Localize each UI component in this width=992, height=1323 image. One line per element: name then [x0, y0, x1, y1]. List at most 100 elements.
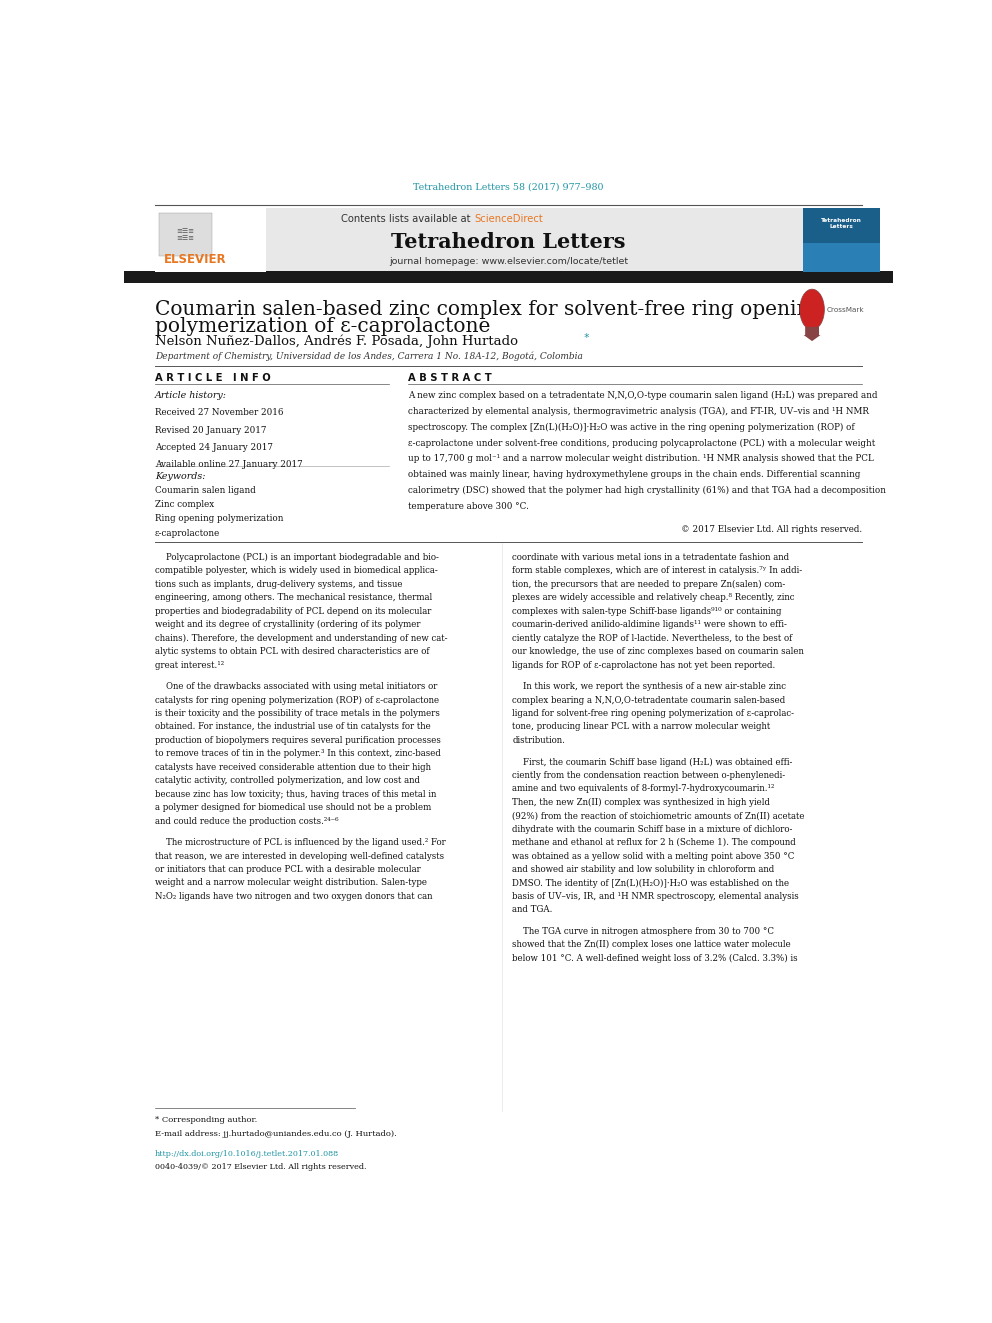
Text: is their toxicity and the possibility of trace metals in the polymers: is their toxicity and the possibility of… [155, 709, 439, 718]
Text: characterized by elemental analysis, thermogravimetric analysis (TGA), and FT-IR: characterized by elemental analysis, the… [409, 406, 869, 415]
FancyBboxPatch shape [803, 208, 880, 271]
Text: a polymer designed for biomedical use should not be a problem: a polymer designed for biomedical use sh… [155, 803, 431, 812]
Text: Tetrahedron Letters: Tetrahedron Letters [391, 232, 626, 253]
Text: and could reduce the production costs.²⁴⁻⁶: and could reduce the production costs.²⁴… [155, 816, 338, 826]
Text: Available online 27 January 2017: Available online 27 January 2017 [155, 460, 303, 470]
Text: catalysts have received considerable attention due to their high: catalysts have received considerable att… [155, 763, 431, 771]
Text: weight and its degree of crystallinity (ordering of its polymer: weight and its degree of crystallinity (… [155, 620, 421, 630]
FancyBboxPatch shape [159, 213, 212, 255]
Text: great interest.¹²: great interest.¹² [155, 660, 224, 669]
Text: Coumarin salen-based zinc complex for solvent-free ring opening: Coumarin salen-based zinc complex for so… [155, 300, 822, 319]
Text: obtained. For instance, the industrial use of tin catalysts for the: obtained. For instance, the industrial u… [155, 722, 431, 732]
Text: N₂O₂ ligands have two nitrogen and two oxygen donors that can: N₂O₂ ligands have two nitrogen and two o… [155, 892, 433, 901]
Text: ligand for solvent-free ring opening polymerization of ε-caprolac-: ligand for solvent-free ring opening pol… [512, 709, 795, 718]
Text: polymerization of ε-caprolactone: polymerization of ε-caprolactone [155, 316, 490, 336]
Text: engineering, among others. The mechanical resistance, thermal: engineering, among others. The mechanica… [155, 593, 432, 602]
Text: * Corresponding author.: * Corresponding author. [155, 1117, 257, 1125]
Text: complex bearing a N,N,O,O-tetradentate coumarin salen-based: complex bearing a N,N,O,O-tetradentate c… [512, 696, 786, 705]
Text: Tetrahedron Letters 58 (2017) 977–980: Tetrahedron Letters 58 (2017) 977–980 [413, 183, 604, 192]
Text: Revised 20 January 2017: Revised 20 January 2017 [155, 426, 266, 435]
Text: was obtained as a yellow solid with a melting point above 350 °C: was obtained as a yellow solid with a me… [512, 852, 795, 860]
Text: catalytic activity, controlled polymerization, and low cost and: catalytic activity, controlled polymeriz… [155, 777, 420, 786]
Text: A B S T R A C T: A B S T R A C T [409, 373, 492, 382]
Text: Article history:: Article history: [155, 392, 227, 400]
Text: Keywords:: Keywords: [155, 471, 205, 480]
Text: properties and biodegradability of PCL depend on its molecular: properties and biodegradability of PCL d… [155, 607, 432, 615]
Text: because zinc has low toxicity; thus, having traces of this metal in: because zinc has low toxicity; thus, hav… [155, 790, 436, 799]
Text: ELSEVIER: ELSEVIER [164, 253, 226, 266]
Text: E-mail address: jj.hurtado@uniandes.edu.co (J. Hurtado).: E-mail address: jj.hurtado@uniandes.edu.… [155, 1130, 397, 1138]
Text: © 2017 Elsevier Ltd. All rights reserved.: © 2017 Elsevier Ltd. All rights reserved… [681, 525, 862, 534]
Text: Tetrahedron
Letters: Tetrahedron Letters [820, 218, 862, 229]
Text: DMSO. The identity of [Zn(L)(H₂O)]·H₂O was established on the: DMSO. The identity of [Zn(L)(H₂O)]·H₂O w… [512, 878, 790, 888]
FancyBboxPatch shape [124, 271, 893, 283]
FancyBboxPatch shape [155, 208, 266, 271]
Text: Coumarin salen ligand: Coumarin salen ligand [155, 486, 256, 495]
Text: ScienceDirect: ScienceDirect [474, 214, 544, 224]
Text: obtained was mainly linear, having hydroxymethylene groups in the chain ends. Di: obtained was mainly linear, having hydro… [409, 470, 861, 479]
FancyBboxPatch shape [155, 208, 803, 271]
Text: http://dx.doi.org/10.1016/j.tetlet.2017.01.088: http://dx.doi.org/10.1016/j.tetlet.2017.… [155, 1150, 339, 1158]
Text: The TGA curve in nitrogen atmosphere from 30 to 700 °C: The TGA curve in nitrogen atmosphere fro… [512, 927, 774, 935]
Text: plexes are widely accessible and relatively cheap.⁸ Recently, zinc: plexes are widely accessible and relativ… [512, 593, 795, 602]
Text: weight and a narrow molecular weight distribution. Salen-type: weight and a narrow molecular weight dis… [155, 878, 427, 888]
Text: spectroscopy. The complex [Zn(L)(H₂O)]·H₂O was active in the ring opening polyme: spectroscopy. The complex [Zn(L)(H₂O)]·H… [409, 422, 855, 431]
Text: chains). Therefore, the development and understanding of new cat-: chains). Therefore, the development and … [155, 634, 447, 643]
Text: complexes with salen-type Schiff-base ligands⁹¹⁰ or containing: complexes with salen-type Schiff-base li… [512, 607, 782, 615]
Text: coumarin-derived anilido-aldimine ligands¹¹ were shown to effi-: coumarin-derived anilido-aldimine ligand… [512, 620, 787, 630]
Text: 0040-4039/© 2017 Elsevier Ltd. All rights reserved.: 0040-4039/© 2017 Elsevier Ltd. All right… [155, 1163, 366, 1171]
Text: journal homepage: www.elsevier.com/locate/tetlet: journal homepage: www.elsevier.com/locat… [389, 257, 628, 266]
Text: that reason, we are interested in developing well-defined catalysts: that reason, we are interested in develo… [155, 852, 443, 860]
Text: In this work, we report the synthesis of a new air-stable zinc: In this work, we report the synthesis of… [512, 683, 787, 691]
Text: methane and ethanol at reflux for 2 h (Scheme 1). The compound: methane and ethanol at reflux for 2 h (S… [512, 837, 796, 847]
Text: A R T I C L E   I N F O: A R T I C L E I N F O [155, 373, 271, 382]
Text: distribution.: distribution. [512, 736, 565, 745]
Text: dihydrate with the coumarin Schiff base in a mixture of dichloro-: dihydrate with the coumarin Schiff base … [512, 824, 793, 833]
Text: showed that the Zn(II) complex loses one lattice water molecule: showed that the Zn(II) complex loses one… [512, 941, 791, 950]
Text: ε-caprolactone: ε-caprolactone [155, 529, 220, 537]
FancyBboxPatch shape [803, 243, 880, 271]
Text: CrossMark: CrossMark [826, 307, 864, 312]
Text: calorimetry (DSC) showed that the polymer had high crystallinity (61%) and that : calorimetry (DSC) showed that the polyme… [409, 486, 887, 495]
Text: ≡☰≡
≡☰≡: ≡☰≡ ≡☰≡ [177, 228, 194, 241]
Text: Zinc complex: Zinc complex [155, 500, 214, 509]
Text: Contents lists available at: Contents lists available at [341, 214, 474, 224]
Text: ciently catalyze the ROP of l-lactide. Nevertheless, to the best of: ciently catalyze the ROP of l-lactide. N… [512, 634, 793, 643]
Text: amine and two equivalents of 8-formyl-7-hydroxycoumarin.¹²: amine and two equivalents of 8-formyl-7-… [512, 785, 775, 794]
Text: Department of Chemistry, Universidad de los Andes, Carrera 1 No. 18A-12, Bogotá,: Department of Chemistry, Universidad de … [155, 352, 582, 361]
Text: basis of UV–vis, IR, and ¹H NMR spectroscopy, elemental analysis: basis of UV–vis, IR, and ¹H NMR spectros… [512, 892, 799, 901]
Text: A new zinc complex based on a tetradentate N,N,O,O-type coumarin salen ligand (H: A new zinc complex based on a tetradenta… [409, 392, 878, 400]
Text: compatible polyester, which is widely used in biomedical applica-: compatible polyester, which is widely us… [155, 566, 437, 576]
Text: ciently from the condensation reaction between o-phenylenedi-: ciently from the condensation reaction b… [512, 771, 786, 779]
Text: Received 27 November 2016: Received 27 November 2016 [155, 409, 284, 417]
Text: ε-caprolactone under solvent-free conditions, producing polycaprolactone (PCL) w: ε-caprolactone under solvent-free condit… [409, 438, 876, 447]
Text: The microstructure of PCL is influenced by the ligand used.² For: The microstructure of PCL is influenced … [155, 837, 445, 847]
Text: ligands for ROP of ε-caprolactone has not yet been reported.: ligands for ROP of ε-caprolactone has no… [512, 660, 776, 669]
FancyArrow shape [804, 327, 820, 341]
Text: up to 17,700 g mol⁻¹ and a narrow molecular weight distribution. ¹H NMR analysis: up to 17,700 g mol⁻¹ and a narrow molecu… [409, 454, 874, 463]
Text: *: * [581, 333, 590, 343]
Text: and TGA.: and TGA. [512, 905, 553, 914]
Text: (92%) from the reaction of stoichiometric amounts of Zn(II) acetate: (92%) from the reaction of stoichiometri… [512, 811, 805, 820]
Ellipse shape [800, 290, 824, 329]
Text: production of biopolymers requires several purification processes: production of biopolymers requires sever… [155, 736, 440, 745]
Text: Accepted 24 January 2017: Accepted 24 January 2017 [155, 443, 273, 452]
Text: Ring opening polymerization: Ring opening polymerization [155, 515, 284, 524]
Text: tion, the precursors that are needed to prepare Zn(salen) com-: tion, the precursors that are needed to … [512, 579, 786, 589]
Text: below 101 °C. A well-defined weight loss of 3.2% (Calcd. 3.3%) is: below 101 °C. A well-defined weight loss… [512, 954, 798, 963]
Text: and showed air stability and low solubility in chloroform and: and showed air stability and low solubil… [512, 865, 775, 875]
Text: Then, the new Zn(II) complex was synthesized in high yield: Then, the new Zn(II) complex was synthes… [512, 798, 770, 807]
Text: coordinate with various metal ions in a tetradentate fashion and: coordinate with various metal ions in a … [512, 553, 790, 562]
Text: Nelson Nuñez-Dallos, Andrés F. Posada, John Hurtado: Nelson Nuñez-Dallos, Andrés F. Posada, J… [155, 335, 518, 348]
Text: First, the coumarin Schiff base ligand (H₂L) was obtained effi-: First, the coumarin Schiff base ligand (… [512, 757, 793, 766]
Text: Polycaprolactone (PCL) is an important biodegradable and bio-: Polycaprolactone (PCL) is an important b… [155, 553, 438, 562]
Text: One of the drawbacks associated with using metal initiators or: One of the drawbacks associated with usi… [155, 683, 437, 691]
Text: to remove traces of tin in the polymer.³ In this context, zinc-based: to remove traces of tin in the polymer.³… [155, 749, 440, 758]
Text: temperature above 300 °C.: temperature above 300 °C. [409, 501, 530, 511]
Text: alytic systems to obtain PCL with desired characteristics are of: alytic systems to obtain PCL with desire… [155, 647, 430, 656]
Text: form stable complexes, which are of interest in catalysis.⁷ʸ In addi-: form stable complexes, which are of inte… [512, 566, 803, 576]
Text: tions such as implants, drug-delivery systems, and tissue: tions such as implants, drug-delivery sy… [155, 579, 402, 589]
Text: catalysts for ring opening polymerization (ROP) of ε-caprolactone: catalysts for ring opening polymerizatio… [155, 696, 438, 705]
Text: or initiators that can produce PCL with a desirable molecular: or initiators that can produce PCL with … [155, 865, 421, 875]
Text: our knowledge, the use of zinc complexes based on coumarin salen: our knowledge, the use of zinc complexes… [512, 647, 805, 656]
